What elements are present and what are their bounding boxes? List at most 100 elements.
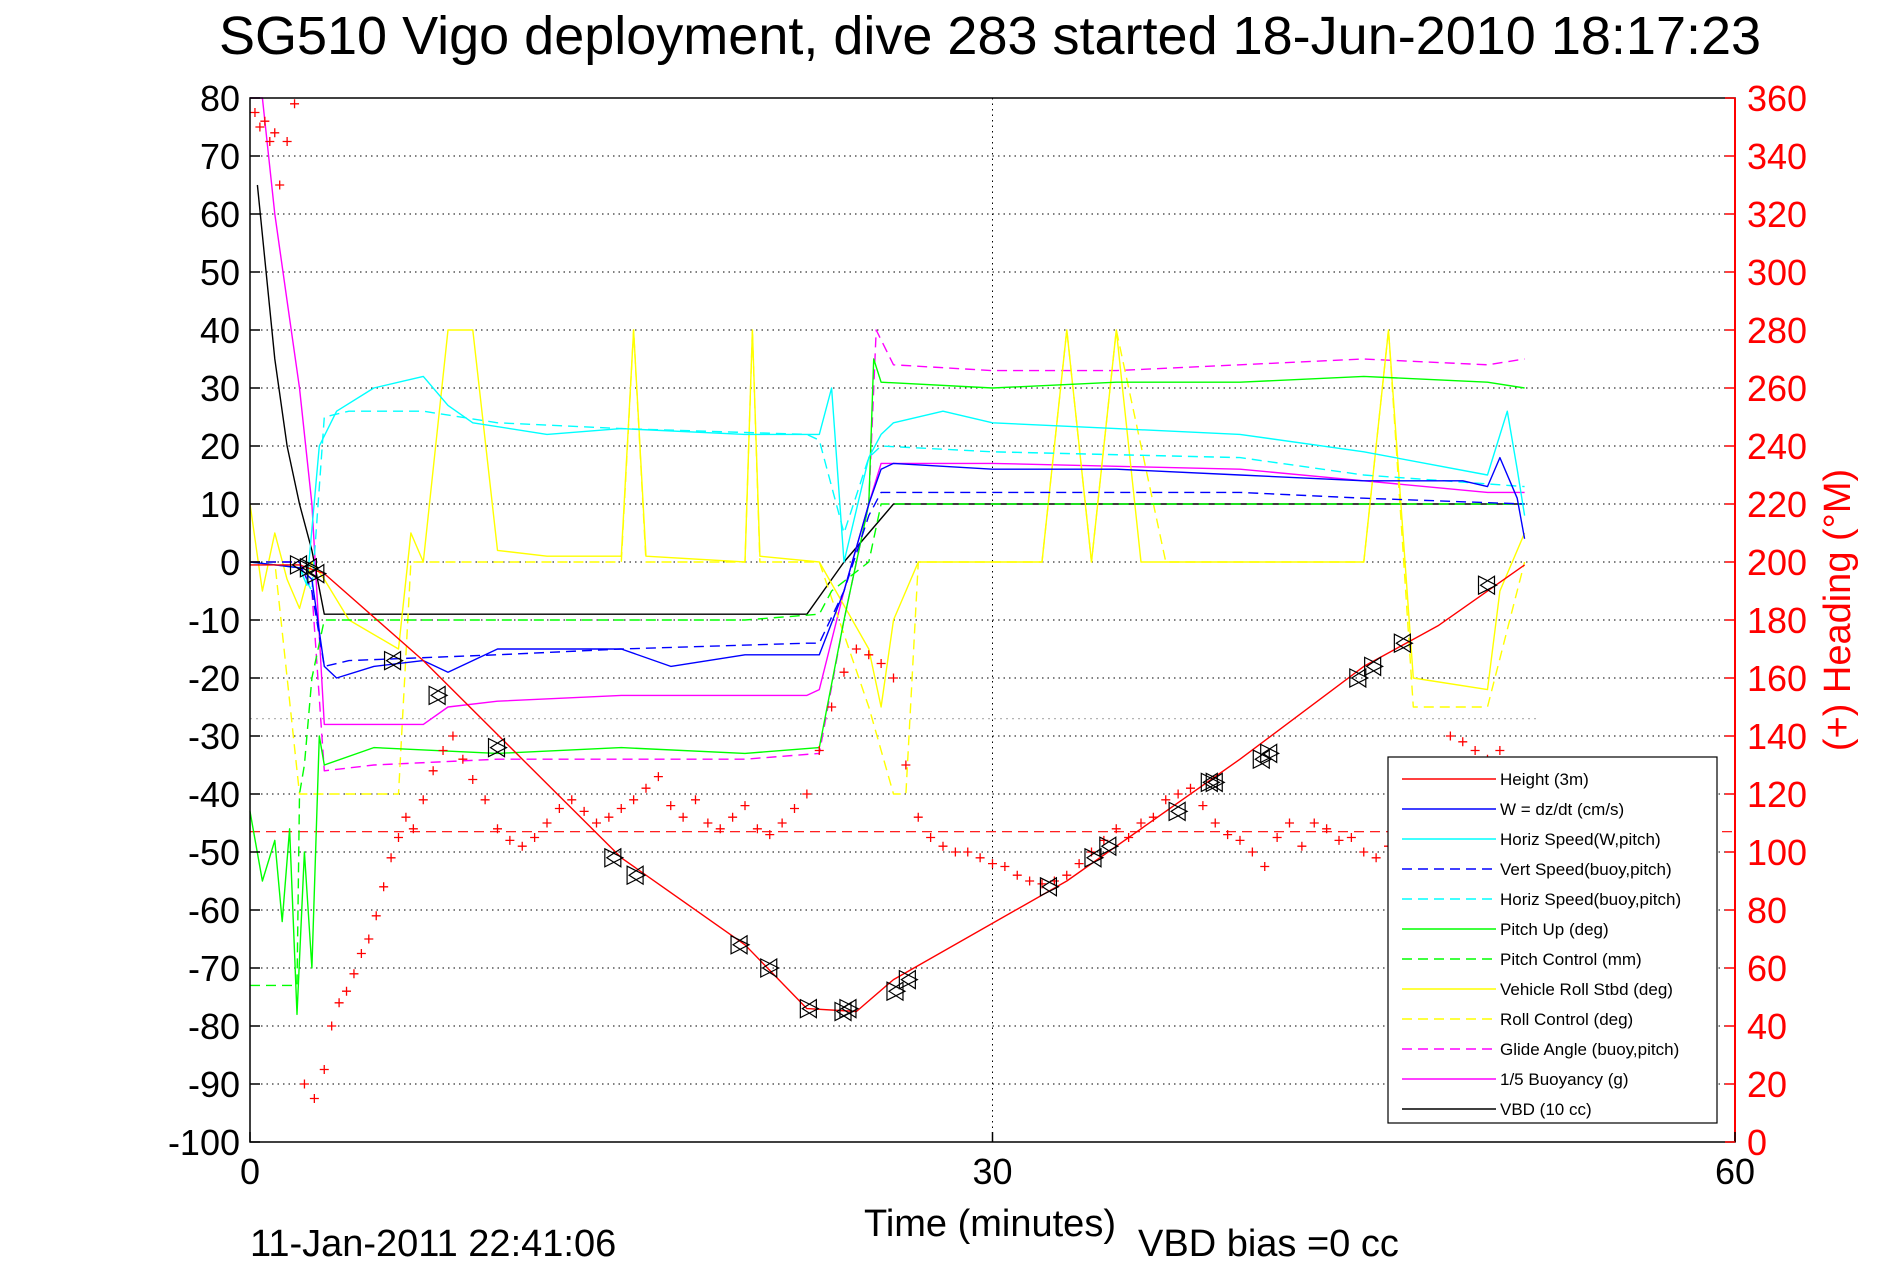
heading-point: [290, 99, 300, 109]
heading-point: [950, 847, 960, 857]
heading-markers: [250, 99, 1517, 1103]
heading-point: [629, 795, 639, 805]
series-line-vert-speed-buoy-pitch: [250, 491, 1525, 668]
triangle-marker: [1254, 749, 1270, 770]
triangle-marker: [308, 563, 325, 584]
triangle-marker: [489, 737, 506, 758]
y-tick-label: -70: [188, 948, 240, 989]
heading-point: [728, 812, 738, 822]
heading-point: [1000, 862, 1010, 871]
heading-point: [876, 659, 886, 668]
heading-point: [1198, 801, 1208, 811]
heading-point: [1359, 847, 1369, 857]
legend-box: [1387, 756, 1718, 1124]
legend-label: Vert Speed(buoy,pitch): [1500, 860, 1672, 879]
legend-label: Vehicle Roll Stbd (deg): [1500, 980, 1673, 999]
heading-point: [356, 949, 366, 958]
heading-point: [542, 818, 552, 828]
y-tick-label: -40: [188, 774, 240, 815]
triangle-marker: [1085, 847, 1102, 868]
heading-point: [839, 667, 849, 677]
y2-tick-label: 20: [1747, 1064, 1787, 1105]
heading-point: [988, 859, 997, 869]
triangle-marker: [761, 957, 778, 979]
heading-point: [1210, 818, 1220, 828]
x-axis-ticks: 0 30 60: [240, 1132, 1755, 1192]
y-tick-label: -30: [188, 716, 240, 757]
y2-tick-label: 220: [1747, 484, 1807, 525]
y-tick-label: -90: [188, 1064, 240, 1105]
chart-title: SG510 Vigo deployment, dive 283 started …: [219, 6, 1761, 66]
heading-point: [1025, 876, 1035, 886]
series-line-height-3m: [250, 564, 1526, 1013]
y-tick-label: 50: [200, 252, 240, 293]
triangle-marker: [301, 557, 317, 578]
triangle-marker: [900, 969, 916, 990]
heading-point: [428, 766, 438, 776]
x-tick-label: 30: [972, 1151, 1012, 1192]
heading-point: [1260, 862, 1270, 871]
y-tick-label: 80: [200, 78, 240, 119]
y-tick-label: 30: [200, 368, 240, 409]
heading-point: [386, 853, 396, 863]
legend: Height (3m) W = dz/dt (cm/s) Horiz Speed(W…: [1387, 756, 1718, 1124]
heading-point: [604, 812, 614, 822]
heading-point: [1322, 824, 1332, 834]
heading-point: [616, 804, 626, 813]
y2-tick-label: 80: [1747, 890, 1787, 931]
heading-point: [740, 801, 750, 811]
y2-tick-label: 240: [1747, 426, 1807, 467]
y-tick-label: -100: [168, 1122, 240, 1163]
heading-point: [342, 986, 352, 996]
heading-point: [938, 841, 948, 851]
series-line-vehicle-roll-stbd-deg: [249, 329, 1526, 708]
y2-axis-ticks: 3603403203002802602402202001801601401201…: [1725, 78, 1807, 1163]
triangle-marker: [731, 934, 748, 955]
heading-point: [255, 122, 265, 132]
heading-point: [371, 911, 381, 921]
heading-point: [901, 760, 911, 770]
heading-point: [913, 812, 923, 822]
y2-tick-label: 120: [1747, 774, 1807, 815]
y-tick-label: -20: [188, 658, 240, 699]
triangle-marker: [429, 685, 446, 706]
triangle-marker: [385, 650, 402, 671]
heading-point: [802, 789, 812, 799]
legend-label: Pitch Control (mm): [1500, 950, 1642, 969]
heading-point: [458, 754, 468, 764]
heading-point: [394, 833, 403, 842]
heading-point: [1495, 746, 1505, 755]
heading-point: [418, 795, 428, 805]
heading-point: [777, 818, 787, 828]
y-tick-label: 60: [200, 194, 240, 235]
heading-point: [327, 1021, 337, 1031]
heading-point: [1247, 847, 1257, 857]
y2-tick-label: 320: [1747, 194, 1807, 235]
triangle-marker: [1202, 772, 1218, 793]
heading-point: [493, 824, 502, 834]
heading-point: [1136, 818, 1146, 828]
y-tick-label: -10: [188, 600, 240, 641]
y-axis-ticks: 80 70 60 50 40 30 20 10 0 -10 -20 -30 -40 -50 -60 -70 -8…: [168, 78, 260, 1163]
heading-point: [1186, 783, 1195, 793]
heading-point: [334, 998, 344, 1008]
triangle-marker: [887, 981, 904, 1002]
heading-point: [963, 847, 973, 857]
series-line-vbd-10-cc: [256, 184, 1525, 615]
y-tick-label: -60: [188, 890, 240, 931]
y2-tick-label: 60: [1747, 948, 1787, 989]
x-axis-label: Time (minutes): [864, 1203, 1116, 1245]
series-line-w-dz-dt-cm-s: [249, 456, 1526, 679]
heading-point: [364, 934, 374, 944]
heading-point: [1285, 818, 1294, 828]
heading-point: [752, 824, 762, 834]
heading-point: [448, 731, 458, 741]
triangle-marker: [840, 998, 857, 1019]
y2-tick-label: 180: [1747, 600, 1807, 641]
triangle-markers: [289, 554, 1498, 1022]
heading-point: [468, 775, 478, 784]
heading-point: [1062, 870, 1072, 880]
y-tick-label: 10: [200, 484, 240, 525]
heading-point: [691, 795, 700, 805]
y2-tick-label: 100: [1747, 832, 1807, 873]
